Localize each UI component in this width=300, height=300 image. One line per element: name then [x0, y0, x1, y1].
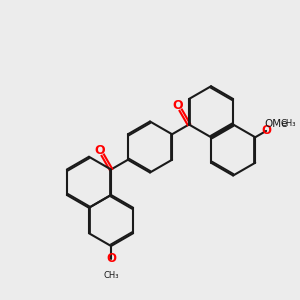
Text: CH₃: CH₃	[280, 119, 296, 128]
Text: CH₃: CH₃	[103, 272, 119, 280]
Text: O: O	[173, 99, 183, 112]
Text: O: O	[261, 124, 271, 137]
Text: OMe: OMe	[264, 119, 288, 129]
Text: O: O	[95, 144, 105, 157]
Text: O: O	[106, 252, 116, 265]
